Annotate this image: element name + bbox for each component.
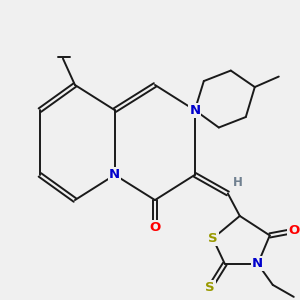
Text: O: O	[288, 224, 299, 237]
Text: O: O	[149, 221, 161, 234]
Text: H: H	[233, 176, 243, 190]
Text: N: N	[109, 168, 120, 182]
Text: S: S	[208, 232, 218, 245]
Text: N: N	[252, 257, 263, 270]
Text: S: S	[205, 281, 214, 294]
Text: N: N	[189, 103, 200, 117]
